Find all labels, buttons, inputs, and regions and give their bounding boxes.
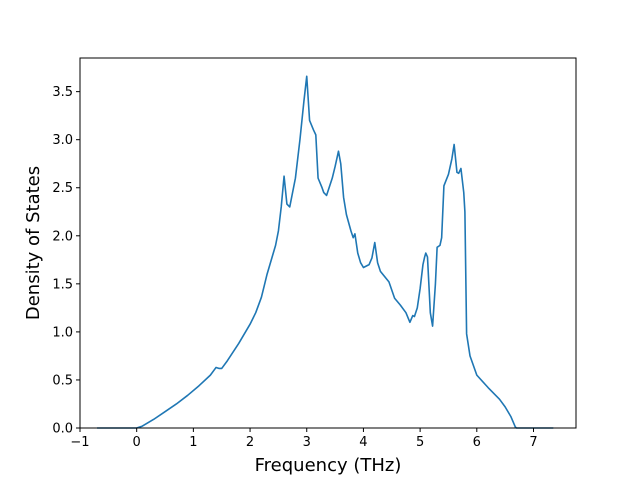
plot-lines bbox=[97, 75, 554, 429]
y-tick-label: 2.0 bbox=[52, 229, 73, 244]
y-axis-ticks: 0.0 0.5 1.0 1.5 2.0 2.5 3.0 3.5 bbox=[52, 85, 80, 437]
y-tick-label: 3.0 bbox=[52, 133, 73, 148]
plot-frame bbox=[79, 57, 577, 429]
x-tick-label: 3 bbox=[303, 435, 311, 450]
x-axis-ticks: −1 0 1 2 3 4 5 6 7 bbox=[70, 428, 538, 450]
y-tick-label: 1.5 bbox=[52, 277, 73, 292]
dos-series-line bbox=[97, 75, 554, 429]
y-tick-label: 0.0 bbox=[52, 422, 73, 437]
x-tick-label: 1 bbox=[189, 435, 197, 450]
y-tick-label: 1.0 bbox=[52, 325, 73, 340]
x-axis-label: Frequency (THz) bbox=[255, 455, 402, 476]
x-tick-label: 2 bbox=[246, 435, 254, 450]
y-tick-label: 3.5 bbox=[52, 85, 73, 100]
y-tick-label: 0.5 bbox=[52, 373, 73, 388]
x-tick-label: 6 bbox=[473, 435, 481, 450]
y-axis-label: Density of States bbox=[23, 166, 44, 320]
x-tick-label: −1 bbox=[70, 435, 89, 450]
x-tick-label: 5 bbox=[416, 435, 424, 450]
x-tick-label: 0 bbox=[133, 435, 141, 450]
y-tick-label: 2.5 bbox=[52, 181, 73, 196]
x-tick-label: 4 bbox=[359, 435, 367, 450]
x-tick-label: 7 bbox=[529, 435, 537, 450]
